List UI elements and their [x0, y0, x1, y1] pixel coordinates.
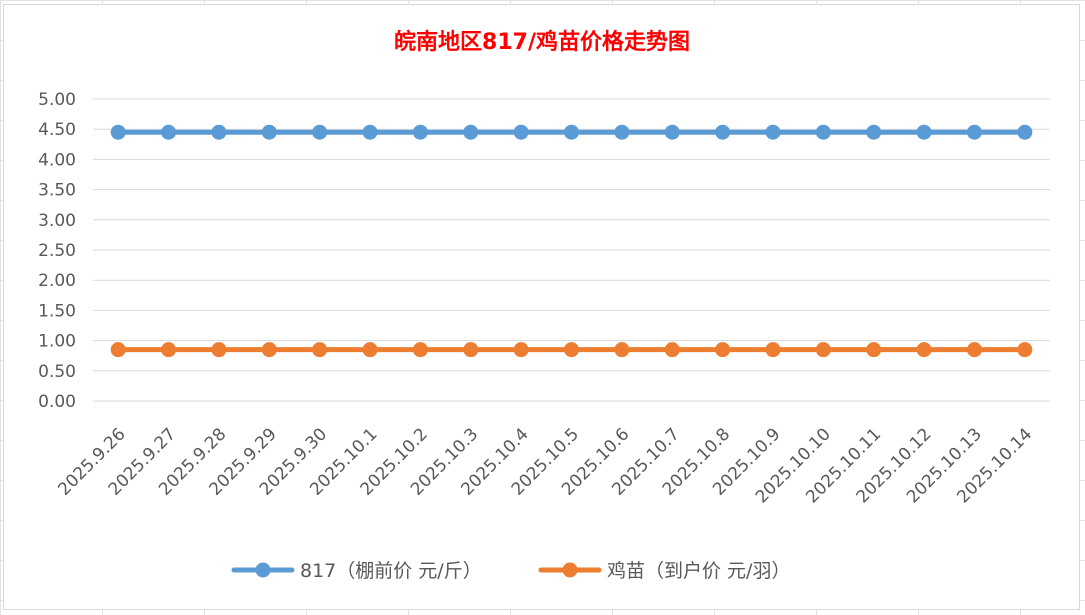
data-point[interactable] — [1017, 342, 1033, 358]
data-point[interactable] — [412, 342, 428, 358]
legend-label: 鸡苗（到户价 元/羽） — [607, 560, 790, 582]
data-point[interactable] — [513, 342, 529, 358]
y-tick-label: 2.50 — [38, 241, 76, 261]
legend-marker — [562, 562, 578, 578]
data-point[interactable] — [362, 124, 378, 140]
data-point[interactable] — [564, 124, 579, 140]
data-point[interactable] — [664, 124, 680, 140]
data-point[interactable] — [513, 124, 529, 140]
data-point[interactable] — [916, 342, 932, 358]
data-point[interactable] — [815, 342, 831, 358]
data-point[interactable] — [966, 124, 982, 140]
y-tick-label: 3.00 — [38, 211, 76, 231]
data-point[interactable] — [765, 342, 781, 358]
data-point[interactable] — [312, 342, 328, 358]
y-tick-label: 0.00 — [38, 392, 76, 412]
data-point[interactable] — [564, 342, 579, 358]
y-tick-label: 2.00 — [38, 271, 76, 291]
y-tick-label: 3.50 — [38, 181, 76, 201]
data-point[interactable] — [966, 342, 982, 358]
y-tick-label: 4.00 — [38, 150, 76, 170]
y-tick-label: 1.50 — [38, 301, 76, 321]
data-point[interactable] — [1017, 124, 1033, 140]
data-point[interactable] — [715, 342, 731, 358]
chart-title: 皖南地区817/鸡苗价格走势图 — [394, 29, 690, 55]
y-tick-label: 1.00 — [38, 332, 76, 352]
data-point[interactable] — [161, 342, 177, 358]
y-tick-label: 4.50 — [38, 120, 76, 140]
data-point[interactable] — [412, 124, 428, 140]
data-point[interactable] — [312, 124, 328, 140]
data-point[interactable] — [866, 342, 882, 358]
y-tick-label: 0.50 — [38, 362, 76, 382]
y-tick-label: 5.00 — [38, 90, 76, 110]
data-point[interactable] — [916, 124, 932, 140]
legend-label: 817（棚前价 元/斤） — [300, 560, 482, 582]
data-point[interactable] — [614, 124, 630, 140]
data-point[interactable] — [614, 342, 630, 358]
data-point[interactable] — [211, 124, 227, 140]
data-point[interactable] — [211, 342, 227, 358]
data-point[interactable] — [715, 124, 731, 140]
data-point[interactable] — [765, 124, 781, 140]
data-point[interactable] — [362, 342, 378, 358]
data-point[interactable] — [463, 342, 479, 358]
legend-marker — [255, 562, 271, 578]
data-point[interactable] — [261, 342, 277, 358]
data-point[interactable] — [261, 124, 277, 140]
line-chart: 皖南地区817/鸡苗价格走势图 0.00 0.50 1.00 1.50 2.00 2.50 3… — [38, 29, 1050, 582]
data-point[interactable] — [161, 124, 177, 140]
data-point[interactable] — [866, 124, 882, 140]
data-point[interactable] — [110, 124, 126, 140]
data-point[interactable] — [664, 342, 680, 358]
data-point[interactable] — [815, 124, 831, 140]
data-point[interactable] — [463, 124, 479, 140]
data-point[interactable] — [110, 342, 126, 358]
chart-area[interactable]: 皖南地区817/鸡苗价格走势图 0.00 0.50 1.00 1.50 2.00 2.50 3… — [3, 4, 1080, 610]
